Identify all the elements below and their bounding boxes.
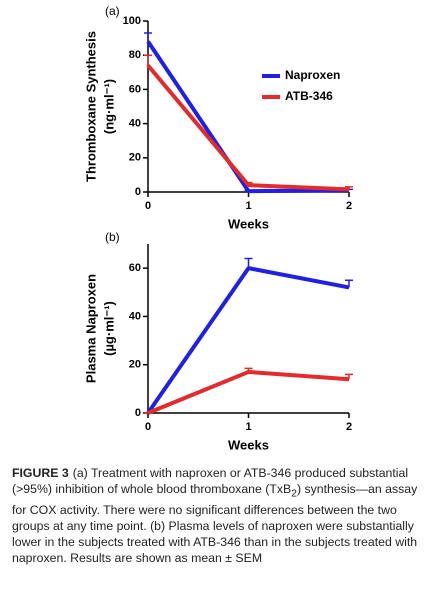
series-line xyxy=(147,369,350,415)
caption-label: FIGURE 3 xyxy=(12,466,69,480)
y-axis-title: Thromboxane Synthesis xyxy=(83,31,98,182)
legend-label: ATB-346 xyxy=(285,89,333,103)
y-tick-label: 100 xyxy=(123,15,141,27)
y-tick-label: 0 xyxy=(135,407,141,419)
y-tick-label: 80 xyxy=(129,49,141,61)
series-line xyxy=(146,64,350,192)
y-tick-label: 20 xyxy=(129,152,141,164)
x-tick-label: 0 xyxy=(145,200,151,212)
y-tick-label: 60 xyxy=(129,262,141,274)
x-axis-title: Weeks xyxy=(228,216,269,231)
x-tick-label: 2 xyxy=(346,421,352,433)
x-tick-label: 1 xyxy=(245,421,251,433)
y-axis-title: (µg·ml⁻¹) xyxy=(101,301,116,356)
legend-label: Naproxen xyxy=(285,68,340,82)
caption-text: ) synthesis—an assay for COX activity. T… xyxy=(12,482,418,566)
y-tick-label: 60 xyxy=(129,83,141,95)
y-tick-label: 40 xyxy=(129,310,141,322)
y-axis-title: Plasma Naproxen xyxy=(83,274,98,383)
error-bar xyxy=(144,32,152,42)
caption-text: (a) Treatment with naproxen or ATB-346 p… xyxy=(12,466,409,496)
series-line xyxy=(146,40,350,194)
y-tick-label: 0 xyxy=(135,186,141,198)
series-line xyxy=(146,266,350,415)
x-tick-label: 0 xyxy=(145,421,151,433)
caption: FIGURE 3 (a) Treatment with naproxen or A… xyxy=(12,465,432,566)
y-tick-label: 20 xyxy=(129,359,141,371)
caption-subscript: 2 xyxy=(291,488,297,500)
error-bar xyxy=(144,54,152,66)
y-tick-label: 40 xyxy=(129,118,141,130)
y-axis-title: (ng·ml⁻¹) xyxy=(101,79,116,134)
panel-label: (a) xyxy=(105,4,120,18)
x-axis-title: Weeks xyxy=(228,437,269,452)
x-tick-label: 1 xyxy=(245,200,251,212)
panel-label: (b) xyxy=(105,230,120,244)
x-tick-label: 2 xyxy=(346,200,352,212)
